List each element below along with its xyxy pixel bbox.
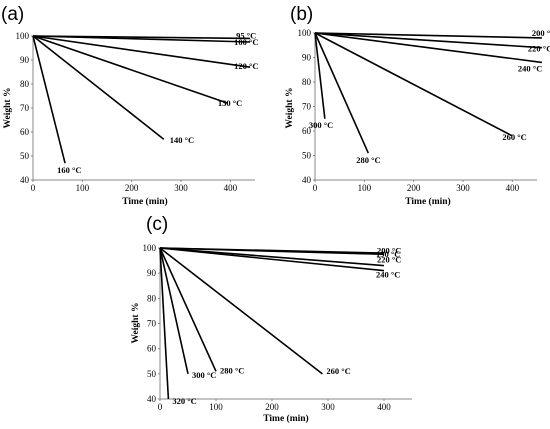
panel-b-series-label-220: 220 °C bbox=[528, 44, 550, 54]
panel-a-y-tick-label: 90 bbox=[20, 55, 30, 65]
panel-c-series-label-280: 280 °C bbox=[220, 365, 244, 375]
panel-c-series-label-240: 240 °C bbox=[376, 270, 400, 280]
panel-b-y-tick-label: 80 bbox=[302, 77, 312, 87]
panel-label-a: (a) bbox=[1, 4, 25, 25]
panel-a-series-label-130: 130 °C bbox=[218, 98, 242, 108]
panel-b-x-tick-label: 100 bbox=[358, 183, 372, 193]
panel-c-series-label-300: 300 °C bbox=[192, 370, 216, 380]
panel-a-x-axis-title: Time (min) bbox=[122, 196, 167, 207]
panel-c-y-tick-label: 60 bbox=[147, 344, 157, 354]
panel-b-series-line-260 bbox=[314, 32, 513, 137]
panel-c-series-label-320: 320 °C bbox=[172, 396, 196, 406]
panel-b-series-line-220 bbox=[314, 32, 542, 49]
panel-c-series-label-200: 200 °C bbox=[377, 245, 401, 255]
panel-a-series-line-100 bbox=[32, 35, 251, 43]
panel-a-y-axis-title: Weight % bbox=[3, 88, 13, 129]
panel-c-x-tick-label: 400 bbox=[377, 402, 391, 412]
panel-b-y-tick-label: 50 bbox=[302, 151, 312, 161]
panel-c-y-tick-label: 90 bbox=[147, 268, 157, 278]
panel-a-series-line-160 bbox=[32, 35, 66, 164]
panel-c-series-line-280 bbox=[159, 247, 217, 372]
panel-b-x-tick-label: 0 bbox=[313, 183, 318, 193]
panel-a-y-tick-label: 70 bbox=[20, 103, 30, 113]
panel-b-x-tick-label: 200 bbox=[407, 183, 421, 193]
panel-a-series-line-130 bbox=[32, 35, 229, 104]
panel-c-y-tick-label: 80 bbox=[147, 293, 157, 303]
panel-b-y-tick-label: 40 bbox=[302, 175, 312, 185]
panel-c-x-tick-label: 0 bbox=[158, 402, 163, 412]
panel-a-y-tick-label: 40 bbox=[20, 175, 30, 185]
panel-a-series-label-160: 160 °C bbox=[57, 165, 81, 175]
panel-b-series-line-200 bbox=[314, 32, 542, 39]
panel-c-series-label-260: 260 °C bbox=[326, 366, 350, 376]
panel-b-series-line-240 bbox=[314, 32, 543, 64]
panel-a-y-tick-label: 50 bbox=[20, 151, 30, 161]
panel-label-b: (b) bbox=[290, 4, 314, 25]
panel-a-x-tick-label: 400 bbox=[224, 183, 238, 193]
panel-c-series-line-320 bbox=[159, 247, 170, 400]
panel-b-x-tick-label: 300 bbox=[456, 183, 470, 193]
panel-a-series-label-95: 95 °C bbox=[236, 30, 256, 40]
panel-c-y-tick-label: 50 bbox=[147, 369, 157, 379]
panel-c-series-line-260 bbox=[159, 247, 323, 375]
panel-label-c: (c) bbox=[146, 214, 169, 235]
panel-c-y-tick-label: 70 bbox=[147, 319, 157, 329]
panel-b-y-tick-label: 60 bbox=[302, 126, 312, 136]
panel-c-series-line-240 bbox=[159, 247, 385, 272]
panel-b-y-tick-label: 90 bbox=[302, 53, 312, 63]
panel-b-series-line-300 bbox=[314, 32, 326, 119]
panel-a-y-tick-label: 60 bbox=[20, 127, 30, 137]
panel-a-series-label-140: 140 °C bbox=[170, 135, 194, 145]
panel-a-series-line-140 bbox=[32, 35, 165, 140]
panel-c-series-label-220: 220 °C bbox=[377, 255, 401, 265]
panel-b-series-label-300: 300 °C bbox=[309, 120, 333, 130]
panel-c-y-tick-label: 100 bbox=[143, 243, 157, 253]
panel-b-y-tick-label: 70 bbox=[302, 102, 312, 112]
panel-a-y-tick-label: 80 bbox=[20, 79, 30, 89]
panel-c-series-line-220 bbox=[159, 247, 385, 267]
panel-b-series-label-240: 240 °C bbox=[518, 63, 542, 73]
panel-a-x-tick-label: 300 bbox=[174, 183, 188, 193]
panel-c-y-tick-label: 40 bbox=[147, 394, 157, 404]
panel-b-x-tick-label: 400 bbox=[506, 183, 520, 193]
panel-b-y-axis-title: Weight % bbox=[285, 88, 295, 129]
panel-c-x-axis-title: Time (min) bbox=[263, 413, 308, 424]
panel-b-series-label-200: 200 °C bbox=[532, 28, 550, 38]
panel-b-y-tick-label: 100 bbox=[298, 28, 312, 38]
panel-a-series-label-120: 120 °C bbox=[234, 61, 258, 71]
panel-a-x-tick-label: 100 bbox=[76, 183, 90, 193]
panel-c-series-line-200 bbox=[159, 247, 385, 256]
panel-a-x-tick-label: 0 bbox=[31, 183, 36, 193]
panel-c-x-tick-label: 100 bbox=[209, 402, 223, 412]
panel-b-series-label-280: 280 °C bbox=[356, 155, 380, 165]
panel-c-series-line-300 bbox=[159, 247, 189, 375]
panel-b-x-axis-title: Time (min) bbox=[405, 196, 450, 207]
panel-a-y-tick-label: 100 bbox=[16, 31, 30, 41]
panel-c-x-tick-label: 200 bbox=[265, 402, 279, 412]
panel-b-series-label-260: 260 °C bbox=[502, 132, 526, 142]
panel-a-series-line-120 bbox=[32, 35, 251, 68]
panel-a-series-label-100: 100 °C bbox=[234, 37, 258, 47]
panel-c-y-axis-title: Weight % bbox=[131, 303, 141, 344]
panel-c-series-label-190: 190 °C bbox=[376, 249, 400, 259]
panel-c-x-tick-label: 300 bbox=[321, 402, 335, 412]
panel-a-x-tick-label: 200 bbox=[125, 183, 139, 193]
panel-b-series-line-280 bbox=[314, 32, 370, 154]
